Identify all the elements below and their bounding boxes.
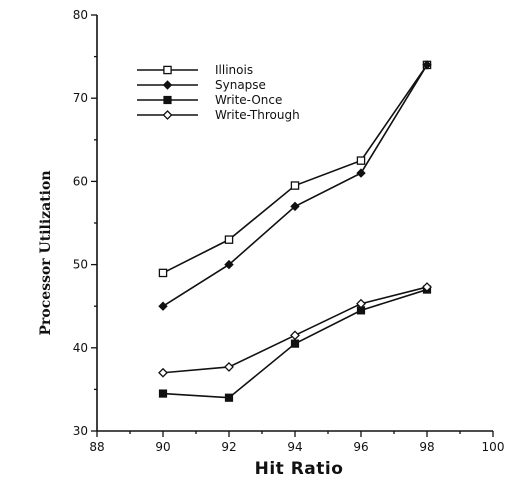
x-tick-label: 94 <box>287 440 302 454</box>
data-point-write-through <box>422 282 432 292</box>
series-write-through <box>158 282 432 378</box>
data-point-synapse <box>290 201 300 212</box>
data-point-illinois <box>290 181 300 190</box>
y-axis-label: Processor Utilization <box>38 171 54 336</box>
legend-item-write-through: Write-Through <box>137 108 300 122</box>
data-point-illinois <box>224 235 234 244</box>
legend-item-write-once: Write-Once <box>137 93 282 107</box>
series-illinois <box>158 60 432 278</box>
y-tick-label: 60 <box>73 174 88 188</box>
data-point-write-once <box>290 339 300 348</box>
legend-marker <box>162 110 173 120</box>
chart-series <box>158 60 432 402</box>
series-synapse <box>158 60 432 311</box>
data-point-write-through <box>224 362 234 372</box>
legend-item-illinois: Illinois <box>137 63 253 77</box>
series-line-illinois <box>162 64 428 274</box>
data-point-synapse <box>158 301 168 311</box>
x-tick-label: 92 <box>221 440 236 454</box>
x-tick-label: 98 <box>419 440 434 454</box>
x-tick-label: 96 <box>353 440 368 454</box>
series-line-write-through <box>162 286 428 374</box>
data-point-illinois <box>158 268 168 278</box>
data-point-write-once <box>224 393 234 402</box>
chart-axes: 30 40 50 60 70 80 88 90 92 94 96 98 100 <box>73 8 505 454</box>
legend-marker <box>162 80 173 90</box>
data-point-illinois <box>356 156 366 165</box>
legend-label: Write-Through <box>215 108 300 122</box>
legend-marker <box>163 95 172 105</box>
data-point-synapse <box>356 168 366 178</box>
y-tick-label: 50 <box>73 258 88 272</box>
data-point-write-through <box>158 367 168 378</box>
legend-label: Illinois <box>215 63 253 77</box>
series-write-once <box>158 285 432 402</box>
legend-label: Synapse <box>215 78 266 92</box>
data-point-write-through <box>290 330 300 341</box>
data-point-write-through <box>356 298 366 309</box>
y-tick-label: 30 <box>73 424 88 438</box>
legend-marker <box>163 65 172 75</box>
legend-item-synapse: Synapse <box>137 78 266 92</box>
x-axis-label: Hit Ratio <box>255 459 344 479</box>
data-point-synapse <box>422 60 432 70</box>
x-tick-label: 90 <box>155 440 170 454</box>
data-point-write-once <box>158 389 168 398</box>
y-tick-label: 70 <box>73 91 88 105</box>
y-tick-label: 80 <box>73 8 88 22</box>
data-point-synapse <box>224 259 234 270</box>
x-tick-label: 88 <box>89 440 104 454</box>
legend-label: Write-Once <box>215 93 282 107</box>
x-tick-label: 100 <box>482 440 505 454</box>
y-tick-label: 40 <box>73 341 88 355</box>
